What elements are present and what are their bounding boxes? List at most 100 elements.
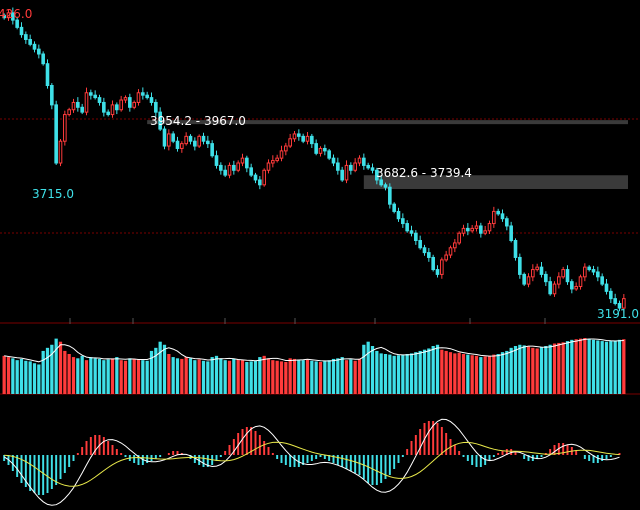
- candle-body: [474, 225, 479, 229]
- macd-bar: [232, 439, 235, 455]
- candle-body: [197, 135, 201, 147]
- zone-label-lower: 3682.6 - 3739.4: [376, 166, 472, 180]
- candle-body: [106, 111, 110, 116]
- max-price-label: 426.0: [0, 7, 32, 21]
- volume-bar: [149, 350, 154, 394]
- candle-body: [362, 157, 366, 166]
- volume-bar: [141, 360, 145, 394]
- volume-bar: [292, 358, 297, 394]
- volume-bar: [526, 346, 531, 394]
- volume-bar: [583, 338, 587, 394]
- candle-body: [366, 164, 370, 169]
- candle-body: [565, 269, 570, 283]
- volume-bar: [193, 360, 197, 394]
- volume-bar: [513, 346, 518, 394]
- macd-bar: [410, 441, 413, 455]
- volume-bar: [63, 350, 67, 394]
- macd-bar: [406, 449, 409, 455]
- macd-bar: [349, 455, 352, 471]
- volume-bar: [50, 344, 54, 394]
- macd-bar: [302, 455, 305, 465]
- volume-bar: [388, 354, 392, 394]
- volume-bar: [188, 358, 193, 394]
- candle-body: [236, 162, 240, 171]
- candle-body: [544, 273, 548, 283]
- candle-body: [136, 92, 141, 103]
- macd-bar: [414, 435, 417, 455]
- macd-bar: [536, 455, 539, 459]
- macd-bar: [29, 455, 32, 491]
- candle-body: [45, 63, 50, 86]
- macd-bar: [540, 455, 543, 457]
- candle-body: [340, 169, 344, 181]
- macd-bar: [505, 449, 508, 455]
- candle-body: [383, 184, 388, 188]
- candle-body: [535, 266, 539, 271]
- volume-bar: [145, 360, 149, 394]
- volume-bar: [427, 348, 431, 394]
- volume-bar: [574, 339, 578, 394]
- candle-body: [479, 225, 483, 234]
- candle-body: [496, 210, 500, 215]
- macd-bar: [76, 453, 79, 455]
- candle-body: [71, 101, 76, 111]
- volume-bar: [232, 358, 236, 394]
- candle-body: [500, 213, 505, 220]
- price-zones: [147, 120, 628, 190]
- volume-bar: [500, 352, 505, 394]
- candle-body: [50, 85, 54, 106]
- candle-body: [596, 271, 600, 278]
- candle-body: [505, 218, 509, 227]
- candle-body: [128, 97, 132, 108]
- volume-bar: [587, 339, 591, 394]
- macd-bar: [3, 455, 6, 461]
- candle-body: [219, 164, 223, 171]
- macd-dea-line: [4, 441, 620, 487]
- volume-bar: [496, 354, 500, 394]
- candle-body: [132, 101, 136, 108]
- candle-body: [318, 147, 323, 154]
- candle-body: [513, 240, 518, 258]
- macd-bar: [16, 455, 19, 477]
- volume-bar: [37, 364, 41, 394]
- candle-body: [63, 114, 67, 142]
- candle-body: [271, 160, 275, 164]
- macd-bar: [475, 455, 478, 467]
- macd-bar: [245, 427, 248, 455]
- candle-body: [145, 94, 149, 99]
- volume-bar: [175, 358, 180, 394]
- macd-bar: [445, 433, 448, 455]
- candle-body: [444, 254, 448, 261]
- macd-bar: [202, 455, 205, 467]
- candle-body: [557, 276, 561, 285]
- candle-body: [414, 232, 418, 241]
- macd-bar: [224, 451, 227, 455]
- volume-bar: [110, 358, 115, 394]
- candle-body: [223, 169, 227, 176]
- macd-bar: [419, 429, 422, 455]
- macd-bar: [432, 421, 435, 455]
- candle-body: [409, 230, 414, 234]
- volume-bar: [591, 339, 596, 394]
- macd-bar: [11, 455, 14, 471]
- macd-bar: [319, 455, 322, 457]
- macd-bar: [159, 455, 162, 457]
- macd-bar: [89, 437, 92, 455]
- volume-bar: [505, 350, 509, 394]
- volume-bar: [344, 360, 349, 394]
- macd-bar: [497, 453, 500, 455]
- volume-bar: [366, 341, 370, 394]
- candle-body: [604, 283, 609, 292]
- macd-bar: [94, 435, 97, 455]
- macd-bar: [72, 455, 75, 461]
- candle-body: [258, 179, 262, 186]
- volume-bar: [24, 360, 28, 394]
- macd-bar: [306, 455, 309, 463]
- candle-body: [158, 111, 162, 130]
- volume-bar: [240, 360, 245, 394]
- volume-bar: [483, 356, 487, 394]
- candle-body: [188, 135, 193, 142]
- volume-bar: [6, 357, 11, 394]
- volume-bar: [370, 346, 375, 394]
- volume-bar: [154, 347, 158, 394]
